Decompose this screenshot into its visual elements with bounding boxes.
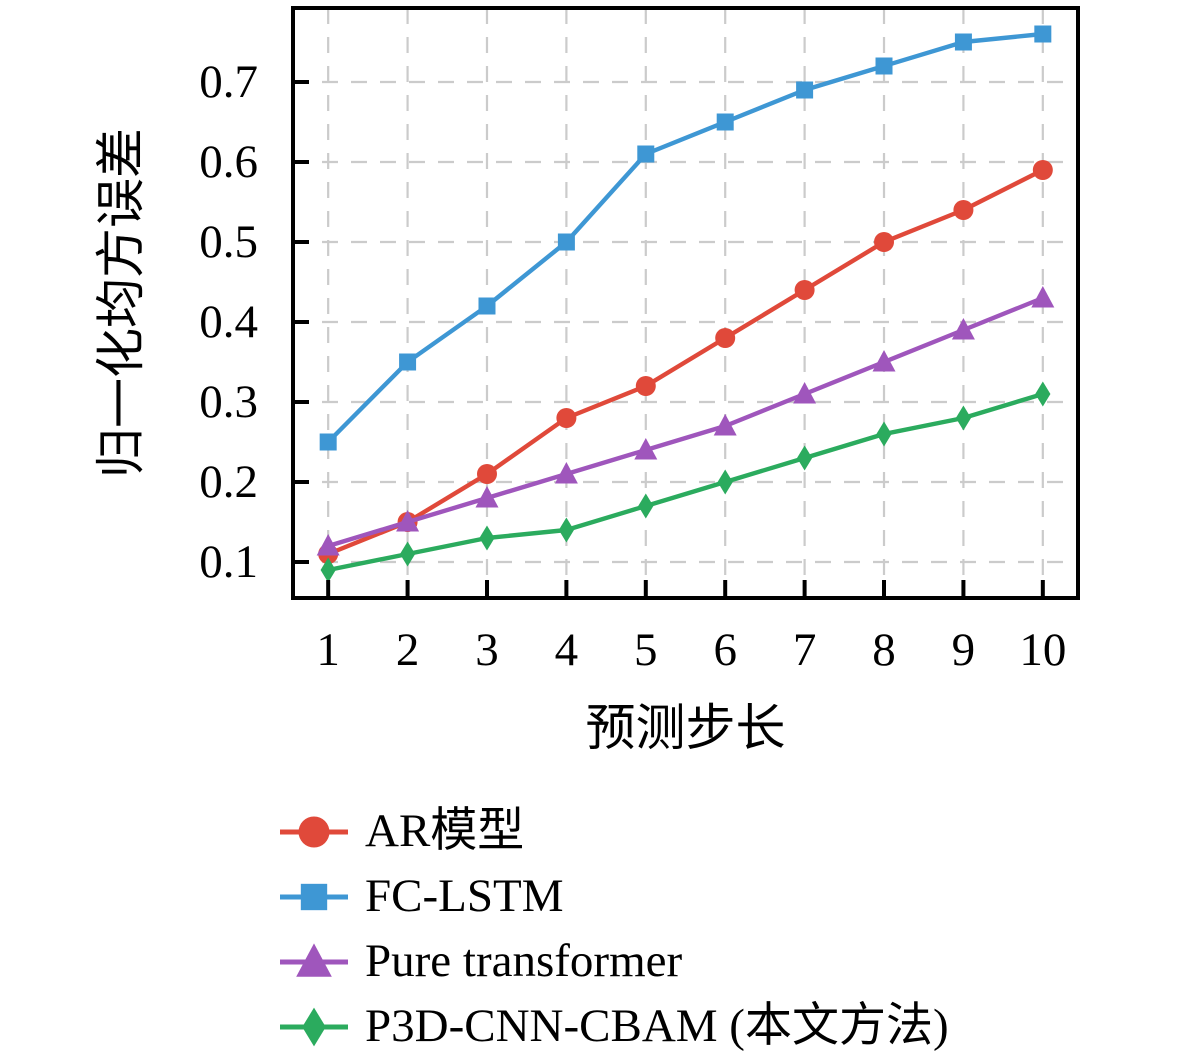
- legend-label: FC-LSTM: [365, 870, 564, 922]
- legend: AR模型 FC-LSTM Pure transformer P3D-CNN-CBAM …: [278, 799, 949, 1059]
- x-axis-title: 预测步长: [586, 700, 786, 756]
- x-tick-label: 9: [952, 624, 976, 676]
- square-marker: [399, 353, 417, 371]
- circle-marker-icon: [280, 816, 348, 847]
- square-marker: [319, 433, 337, 451]
- triangle-marker: [1031, 286, 1055, 308]
- circle-marker: [874, 232, 895, 252]
- y-tick-label: 0.7: [199, 56, 258, 108]
- series-line-P3D-CNN-CBAM (本文方法): [325, 391, 1046, 573]
- diamond-marker-icon: [280, 1007, 348, 1046]
- circle-marker: [715, 328, 736, 348]
- triangle-marker: [872, 350, 896, 372]
- triangle-marker: [634, 438, 658, 460]
- diamond-marker: [320, 557, 336, 583]
- x-tick-label: 2: [396, 624, 420, 676]
- triangle-marker: [296, 942, 332, 977]
- triangle-marker: [316, 534, 340, 556]
- square-marker: [478, 297, 496, 315]
- circle-marker: [1032, 160, 1053, 180]
- y-axis-title: 归一化均方误差: [93, 128, 149, 478]
- legend-item: P3D-CNN-CBAM (本文方法): [278, 994, 949, 1059]
- x-tick-label: 6: [713, 624, 737, 676]
- square-marker: [954, 33, 972, 51]
- triangle-marker: [554, 462, 578, 484]
- y-tick-label: 0.1: [199, 536, 258, 588]
- square-marker: [637, 145, 655, 163]
- square-marker: [300, 883, 328, 910]
- tick-label-layer: 0.1 0.2 0.3 0.4 0.5 0.6 0.7 1 2 3 4 5 6 7 8 9 10: [199, 56, 1066, 676]
- triangle-marker: [396, 510, 420, 532]
- series-line-Pure transformer: [325, 295, 1046, 549]
- series-line-AR模型: [325, 167, 1046, 557]
- circle-marker: [635, 376, 656, 396]
- diamond-marker: [876, 421, 892, 447]
- y-tick-label: 0.2: [199, 456, 258, 508]
- triangle-marker: [951, 318, 975, 340]
- circle-marker: [476, 464, 497, 484]
- y-tick-label: 0.6: [199, 136, 258, 188]
- legend-label: P3D-CNN-CBAM (本文方法): [365, 1000, 949, 1052]
- diamond-marker: [479, 525, 495, 551]
- diamond-marker: [638, 493, 654, 519]
- legend-item: FC-LSTM: [278, 864, 949, 929]
- x-tick-label: 7: [793, 624, 817, 676]
- diamond-marker: [1035, 381, 1051, 407]
- square-marker: [875, 57, 893, 75]
- circle-marker: [953, 200, 974, 220]
- diamond-marker: [717, 469, 733, 495]
- circle-marker: [794, 280, 815, 300]
- diamond-marker: [558, 517, 574, 543]
- circle-marker: [298, 816, 330, 847]
- diamond-marker: [797, 445, 813, 471]
- x-tick-label: 5: [634, 624, 658, 676]
- x-tick-label: 3: [475, 624, 499, 676]
- square-marker: [557, 233, 575, 251]
- grid-layer: [293, 8, 1078, 598]
- x-tick-label: 1: [316, 624, 340, 676]
- x-tick-label: 4: [555, 624, 579, 676]
- y-tick-label: 0.5: [199, 216, 258, 268]
- legend-label: AR模型: [365, 805, 525, 857]
- plot-border: [291, 6, 1080, 600]
- x-tick-label: 8: [872, 624, 896, 676]
- diamond-marker: [399, 541, 416, 567]
- square-marker: [1034, 25, 1052, 43]
- triangle-marker-icon: [280, 942, 348, 977]
- diamond-marker: [302, 1007, 326, 1046]
- diamond-marker: [955, 405, 972, 431]
- series-layer: [316, 25, 1055, 583]
- legend-item: AR模型: [278, 799, 949, 864]
- y-tick-label: 0.3: [199, 376, 258, 428]
- legend-item: Pure transformer: [278, 929, 949, 994]
- y-tick-label: 0.4: [199, 296, 258, 348]
- x-tick-label: 10: [1019, 624, 1066, 676]
- triangle-marker: [713, 414, 737, 436]
- triangle-marker: [793, 382, 817, 404]
- legend-label: Pure transformer: [365, 935, 683, 987]
- circle-marker: [556, 408, 577, 428]
- series-line-FC-LSTM: [325, 31, 1046, 445]
- line-chart: 0.1 0.2 0.3 0.4 0.5 0.6 0.7 1 2 3 4 5 6 7 8 9 10 预测步长 归一…: [93, 6, 1080, 756]
- square-marker-icon: [280, 883, 348, 910]
- square-marker: [716, 113, 734, 131]
- square-marker: [796, 81, 814, 99]
- tick-layer: [293, 80, 1045, 598]
- triangle-marker: [475, 486, 499, 508]
